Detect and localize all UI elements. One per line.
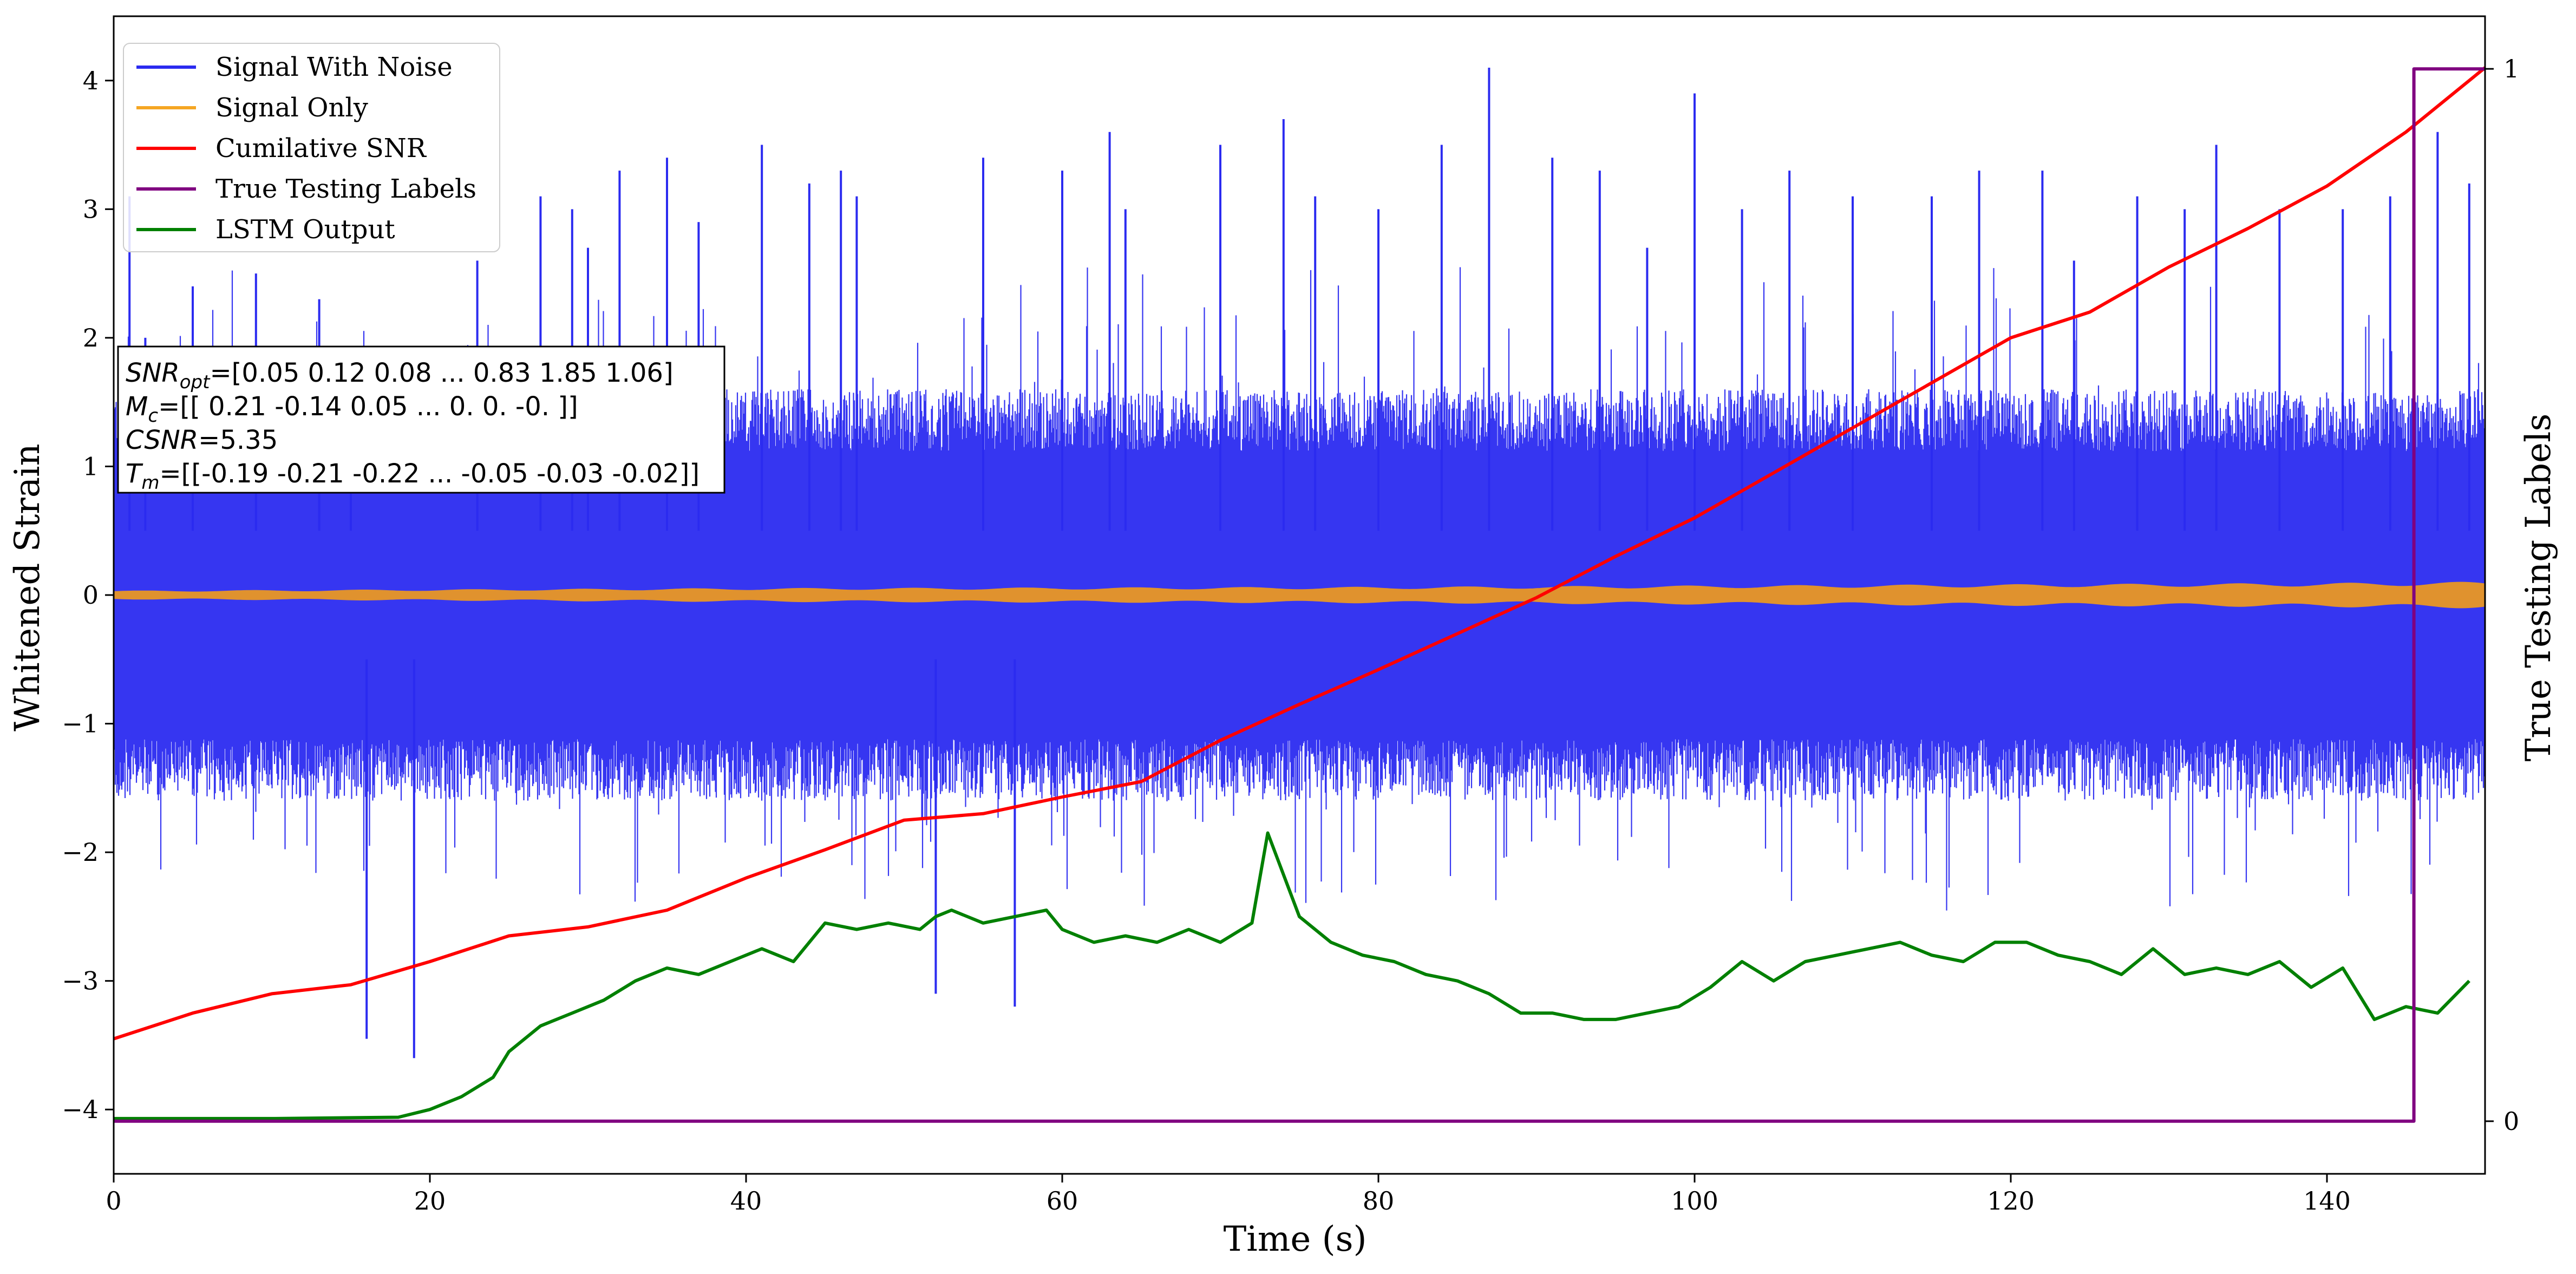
y-tick-label: 0 — [83, 580, 99, 610]
legend-item-label: LSTM Output — [215, 214, 395, 245]
y-tick-label: −2 — [62, 838, 99, 867]
legend-item-label: True Testing Labels — [215, 174, 476, 204]
lines-layer — [113, 66, 2486, 1123]
x-tick-label: 0 — [106, 1186, 121, 1216]
annotation-line: SNRopt=[0.05 0.12 0.08 ... 0.83 1.85 1.0… — [126, 358, 674, 393]
cumilative-snr-line — [113, 66, 2486, 1041]
lstm-output-line — [114, 831, 2470, 1120]
y2-axis-label: True Testing Labels — [2519, 414, 2559, 762]
y-tick-label: 3 — [83, 194, 99, 224]
legend-box — [123, 43, 500, 252]
x-tick-label: 40 — [730, 1186, 762, 1216]
legend-item-label: Cumilative SNR — [215, 133, 427, 164]
parameter-annotation: SNRopt=[0.05 0.12 0.08 ... 0.83 1.85 1.0… — [117, 345, 725, 494]
y-tick-label: −1 — [62, 709, 99, 739]
y-tick-label: 1 — [83, 452, 99, 481]
y2-tick-label: 0 — [2503, 1107, 2519, 1136]
plot-area — [113, 66, 2486, 1123]
legend: Signal With Noise Signal Only Cumilative S… — [123, 43, 500, 252]
annotation-line: Mc=[[ 0.21 -0.14 0.05 ... 0. 0. -0. ]] — [126, 391, 578, 427]
legend-item-label: Signal With Noise — [215, 52, 453, 82]
y-tick-label: −4 — [62, 1095, 99, 1124]
y-tick-label: −3 — [62, 966, 99, 996]
annotation-line: CSNR=5.35 — [126, 425, 278, 455]
x-tick-label: 140 — [2303, 1186, 2351, 1216]
x-axis-label: Time (s) — [1224, 1219, 1367, 1259]
x-tick-label: 120 — [1987, 1186, 2035, 1216]
true-testing-labels-line — [114, 67, 2485, 1123]
y-axis-label: Whitened Strain — [8, 443, 48, 731]
annotation-box — [117, 345, 725, 494]
x-tick-label: 20 — [414, 1186, 446, 1216]
y-tick-label: 2 — [83, 323, 99, 352]
x-tick-label: 60 — [1047, 1186, 1078, 1216]
x-axis: 0 20 40 60 80 100 120 140 — [106, 1174, 2351, 1216]
legend-item-label: Signal Only — [215, 93, 368, 123]
y-axis: −4 −3 −2 −1 0 1 2 3 4 — [62, 66, 114, 1124]
y2-axis: 01 — [2485, 54, 2519, 1136]
y-tick-label: 4 — [83, 66, 99, 95]
x-tick-label: 80 — [1363, 1186, 1395, 1216]
annotation-line: Tm=[[-0.19 -0.21 -0.22 ... -0.05 -0.03 -… — [126, 459, 699, 494]
y2-tick-label: 1 — [2503, 54, 2519, 83]
x-tick-label: 100 — [1671, 1186, 1718, 1216]
